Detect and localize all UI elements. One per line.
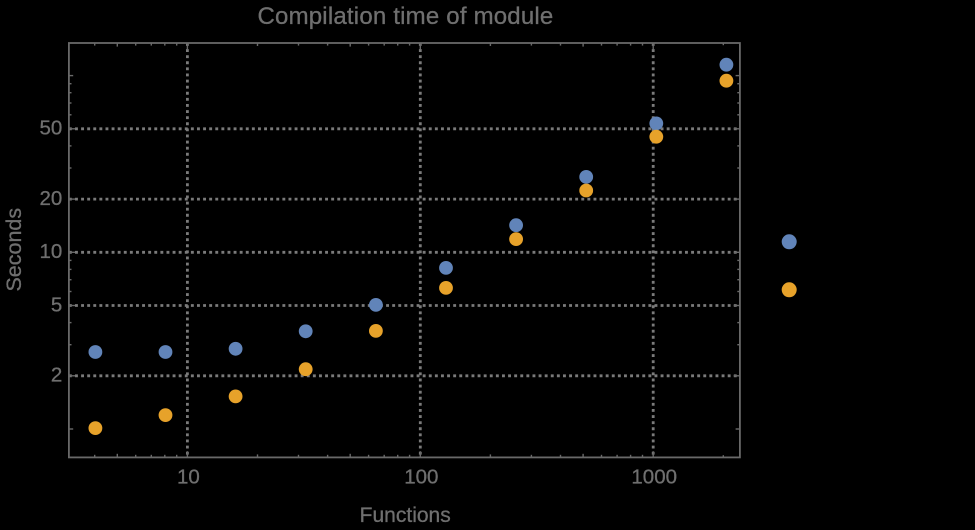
svg-text:50: 50 (39, 117, 62, 140)
svg-text:10: 10 (177, 465, 200, 488)
svg-text:Compilation time of module: Compilation time of module (257, 3, 553, 30)
svg-text:10: 10 (39, 240, 62, 263)
svg-text:Seconds: Seconds (2, 208, 26, 292)
svg-text:2: 2 (51, 364, 62, 387)
svg-text:5: 5 (51, 293, 62, 316)
svg-text:1000: 1000 (631, 465, 677, 488)
svg-text:Functions: Functions (360, 504, 451, 525)
svg-text:100: 100 (404, 465, 438, 488)
svg-text:20: 20 (39, 187, 62, 210)
